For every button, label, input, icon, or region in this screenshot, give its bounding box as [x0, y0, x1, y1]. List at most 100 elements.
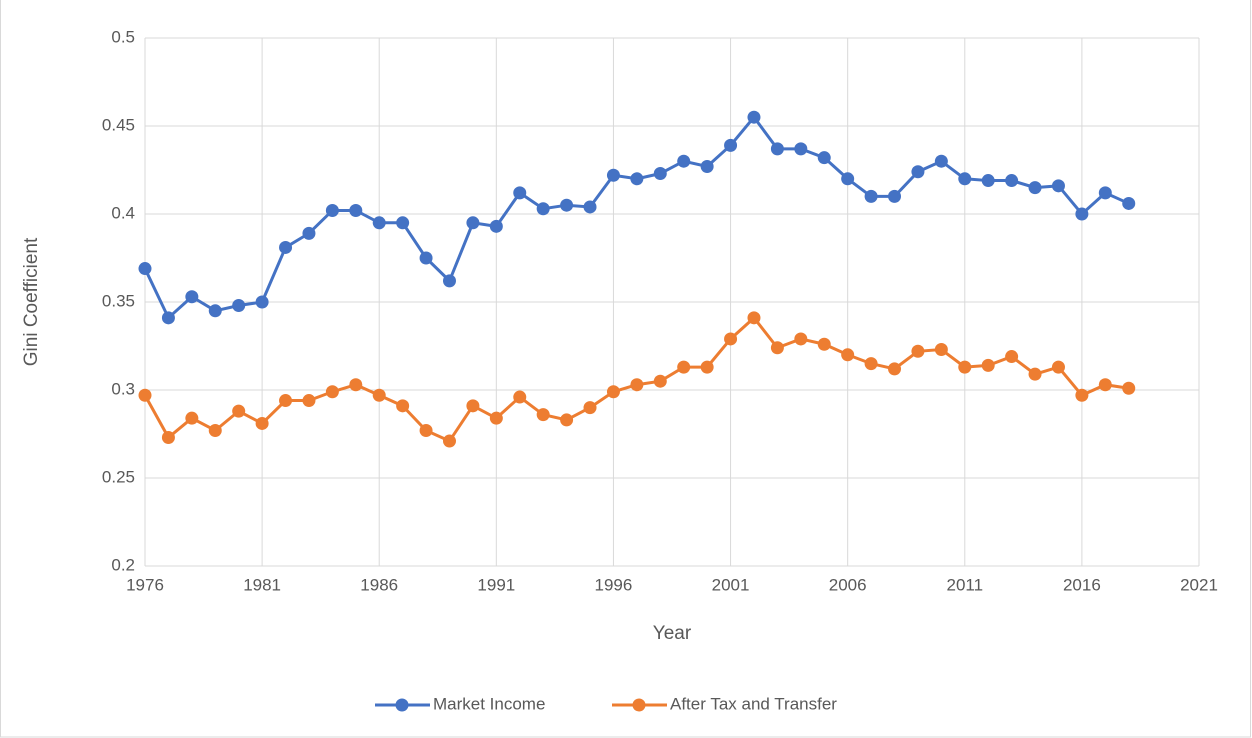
data-point	[536, 202, 550, 216]
data-point	[349, 378, 363, 392]
x-tick-label: 2001	[712, 575, 750, 594]
data-point	[794, 332, 808, 346]
data-point	[817, 337, 831, 351]
data-point	[583, 401, 597, 415]
data-point	[583, 200, 597, 214]
data-point	[232, 299, 246, 313]
data-point	[185, 411, 199, 425]
data-point	[770, 142, 784, 156]
data-point	[466, 216, 480, 230]
data-point	[372, 216, 386, 230]
data-point	[770, 341, 784, 355]
data-point	[161, 311, 175, 325]
data-point	[841, 172, 855, 186]
data-point	[934, 154, 948, 168]
data-point	[911, 165, 925, 179]
data-point	[794, 142, 808, 156]
data-point	[279, 240, 293, 254]
x-tick-label: 2006	[829, 575, 867, 594]
data-point	[1098, 378, 1112, 392]
data-point	[981, 358, 995, 372]
data-point	[349, 203, 363, 217]
data-point	[396, 216, 410, 230]
data-point	[325, 385, 339, 399]
data-point	[1005, 174, 1019, 188]
data-point	[958, 360, 972, 374]
data-point	[1075, 207, 1089, 221]
x-tick-label: 1976	[126, 575, 164, 594]
data-point	[372, 388, 386, 402]
legend-marker	[632, 698, 646, 712]
data-point	[279, 394, 293, 408]
y-tick-label: 0.2	[111, 555, 135, 574]
data-point	[396, 399, 410, 413]
data-point	[864, 189, 878, 203]
data-point	[630, 378, 644, 392]
data-point	[1098, 186, 1112, 200]
y-tick-label: 0.5	[111, 27, 135, 46]
data-point	[208, 423, 222, 437]
data-point	[606, 168, 620, 182]
data-point	[677, 154, 691, 168]
data-point	[255, 295, 269, 309]
legend-marker	[395, 698, 409, 712]
legend-label: Market Income	[433, 694, 545, 713]
data-point	[489, 219, 503, 233]
data-point	[911, 344, 925, 358]
data-point	[536, 408, 550, 422]
data-point	[560, 413, 574, 427]
data-point	[958, 172, 972, 186]
data-point	[161, 431, 175, 445]
data-point	[466, 399, 480, 413]
data-point	[302, 226, 316, 240]
data-point	[747, 311, 761, 325]
x-tick-label: 2016	[1063, 575, 1101, 594]
data-point	[888, 362, 902, 376]
data-point	[1122, 196, 1136, 210]
data-point	[724, 138, 738, 152]
x-tick-label: 1991	[477, 575, 515, 594]
data-point	[302, 394, 316, 408]
data-point	[489, 411, 503, 425]
data-point	[700, 360, 714, 374]
data-point	[1005, 350, 1019, 364]
data-point	[185, 290, 199, 304]
data-point	[1051, 360, 1065, 374]
data-point	[1075, 388, 1089, 402]
x-tick-label: 1996	[595, 575, 633, 594]
data-point	[1028, 181, 1042, 195]
data-point	[138, 262, 152, 276]
data-point	[138, 388, 152, 402]
legend-label: After Tax and Transfer	[670, 694, 837, 713]
x-tick-label: 2021	[1180, 575, 1218, 594]
data-point	[864, 357, 878, 371]
data-point	[841, 348, 855, 362]
data-point	[653, 167, 667, 181]
data-point	[1122, 381, 1136, 395]
data-point	[747, 110, 761, 124]
data-point	[677, 360, 691, 374]
data-point	[325, 203, 339, 217]
y-axis-label: Gini Coefficient	[21, 237, 42, 366]
data-point	[934, 343, 948, 357]
data-point	[1028, 367, 1042, 381]
data-point	[630, 172, 644, 186]
x-tick-label: 1986	[360, 575, 398, 594]
data-point	[724, 332, 738, 346]
data-point	[255, 416, 269, 430]
y-tick-label: 0.35	[102, 291, 135, 310]
y-tick-label: 0.4	[111, 203, 135, 222]
x-axis-label: Year	[653, 623, 692, 644]
data-point	[208, 304, 222, 318]
data-point	[419, 423, 433, 437]
data-point	[442, 274, 456, 288]
data-point	[513, 186, 527, 200]
data-point	[419, 251, 433, 265]
y-tick-label: 0.45	[102, 115, 135, 134]
data-point	[442, 434, 456, 448]
y-tick-label: 0.25	[102, 467, 135, 486]
data-point	[888, 189, 902, 203]
data-point	[513, 390, 527, 404]
x-tick-label: 2011	[946, 575, 983, 594]
